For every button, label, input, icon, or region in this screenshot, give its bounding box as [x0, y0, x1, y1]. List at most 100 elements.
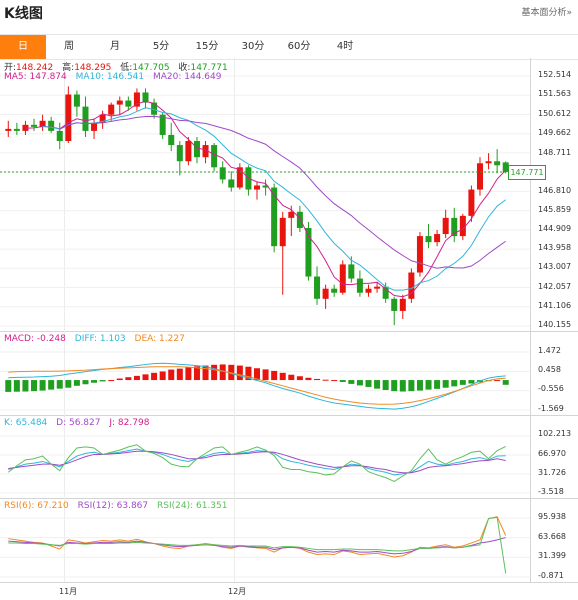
macd-bar — [82, 380, 89, 385]
candle-body — [193, 141, 200, 158]
macd-bar — [365, 380, 372, 387]
macd-bar — [451, 380, 458, 387]
pane-divider — [0, 582, 578, 583]
macd-bar — [39, 380, 46, 391]
j-label: J: 82.798 — [109, 418, 150, 428]
grid-vline — [234, 58, 235, 582]
price-tick-label: 140.155 — [538, 320, 572, 329]
j-line — [7, 444, 506, 482]
macd-bar — [56, 380, 63, 389]
candle-body — [236, 167, 243, 188]
candle-body — [116, 100, 123, 105]
open-label: 开:148.242 — [4, 63, 54, 73]
candle-body — [382, 286, 389, 299]
tab-30min[interactable]: 30分 — [241, 41, 265, 52]
macd-bar — [108, 380, 115, 382]
candle-body — [65, 94, 72, 142]
macd-bar — [236, 365, 243, 381]
candle-body — [425, 236, 432, 243]
macd-tick-label: -0.556 — [538, 384, 564, 393]
candle-body — [339, 264, 346, 293]
macd-bar — [202, 365, 209, 381]
macd-bar — [305, 377, 312, 381]
macd-bar — [425, 380, 432, 390]
tab-month[interactable]: 月 — [110, 41, 120, 52]
macd-bar — [133, 375, 140, 381]
tab-15min[interactable]: 15分 — [195, 41, 219, 52]
macd-bar — [322, 379, 329, 381]
macd-bar — [142, 374, 149, 381]
rsi-tick-label: 31.399 — [538, 551, 566, 560]
candle-body — [262, 185, 269, 188]
candle-body — [202, 145, 209, 158]
candle-body — [73, 94, 80, 107]
candle-body — [502, 162, 509, 172]
grid-vline — [64, 58, 65, 582]
dea-line — [8, 366, 506, 405]
rsi6-label: RSI(6): 67.210 — [4, 501, 69, 511]
candle-body — [331, 288, 338, 293]
macd-bar — [314, 378, 321, 381]
kdj-tick-label: 31.726 — [538, 468, 566, 477]
axis-divider — [530, 58, 531, 582]
close-label: 收:147.771 — [178, 63, 228, 73]
candle-body — [348, 264, 355, 279]
candle-body — [476, 163, 483, 190]
macd-tick-label: 0.458 — [538, 365, 561, 374]
candle-body — [374, 286, 381, 289]
candle-body — [133, 92, 140, 107]
high-label: 高:148.295 — [62, 63, 112, 73]
macd-bar — [99, 380, 106, 382]
tab-5min[interactable]: 5分 — [152, 41, 170, 52]
candle-body — [5, 128, 12, 131]
tab-week[interactable]: 周 — [64, 41, 74, 52]
macd-legend: MACD: -0.248 DIFF: 1.103 DEA: 1.227 — [4, 334, 191, 344]
macd-bar — [416, 380, 423, 391]
dea-label: DEA: 1.227 — [134, 334, 185, 344]
rsi24-label: RSI(24): 61.351 — [157, 501, 228, 511]
macd-bar — [5, 380, 12, 392]
pane-divider — [0, 498, 578, 499]
k-label: K: 65.484 — [4, 418, 48, 428]
candle-body — [451, 217, 458, 237]
candle-body — [399, 298, 406, 311]
macd-bar — [193, 366, 200, 381]
fundamental-analysis-link[interactable]: 基本面分析» — [521, 8, 572, 18]
macd-bar — [13, 380, 20, 392]
macd-bar — [288, 374, 295, 381]
macd-bar — [356, 380, 363, 386]
candle-body — [356, 278, 363, 293]
candle-body — [459, 215, 466, 237]
macd-bar — [151, 372, 158, 381]
rsi-tick-label: 95.938 — [538, 512, 566, 521]
price-tick-label: 143.007 — [538, 262, 572, 271]
macd-bar — [168, 369, 175, 381]
price-tick-label: 149.662 — [538, 128, 572, 137]
macd-bar — [442, 380, 449, 388]
tab-60min[interactable]: 60分 — [287, 41, 311, 52]
macd-bar — [408, 380, 415, 392]
rsi24-line — [8, 516, 507, 574]
diff-label: DIFF: 1.103 — [74, 334, 126, 344]
x-tick-label-dec: 12月 — [228, 587, 247, 596]
tab-4hour[interactable]: 4时 — [336, 41, 354, 52]
tab-day[interactable]: 日 — [0, 35, 46, 59]
candle-body — [434, 234, 441, 243]
pane-divider — [0, 415, 578, 416]
kdj-tick-label: -3.518 — [538, 487, 564, 496]
candle-body — [185, 141, 192, 162]
ma10-label: MA10: 146.541 — [75, 72, 145, 82]
macd-bar — [91, 380, 98, 383]
ma20-label: MA20: 144.649 — [153, 72, 222, 82]
price-tick-label: 142.057 — [538, 282, 572, 291]
candle-body — [31, 124, 38, 127]
candle-body — [288, 211, 295, 218]
k-line — [8, 448, 506, 476]
macd-bar — [73, 380, 80, 386]
macd-bar — [65, 380, 72, 388]
candle-body — [219, 167, 226, 180]
price-tick-label: 152.514 — [538, 70, 572, 79]
current-price-tag: 147.771 — [508, 165, 546, 180]
candle-body — [408, 272, 415, 299]
